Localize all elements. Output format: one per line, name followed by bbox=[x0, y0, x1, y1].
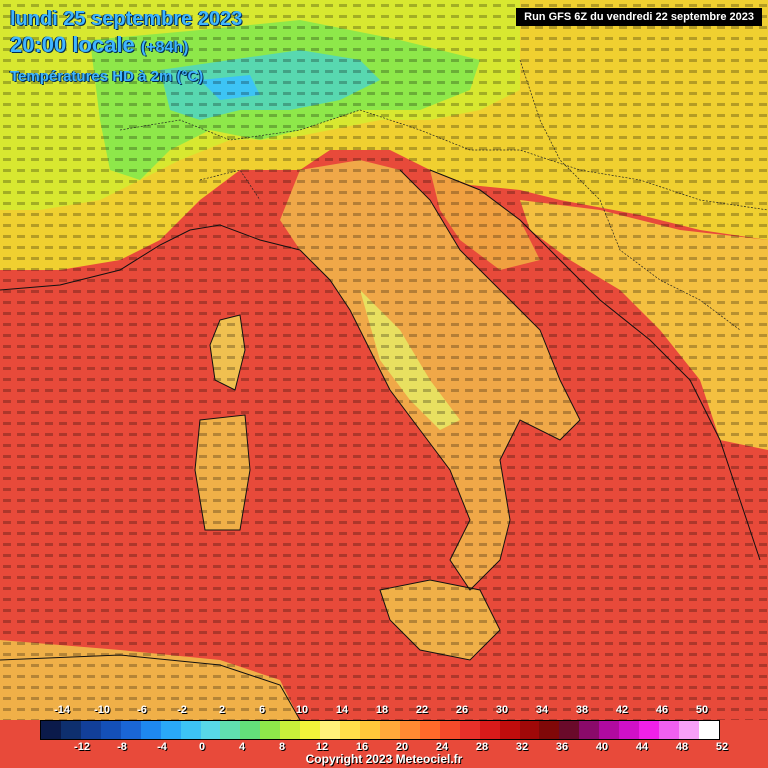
legend-tick-lower: 4 bbox=[238, 741, 246, 753]
legend-tick-upper: 50 bbox=[695, 704, 709, 716]
legend-tick-upper: 10 bbox=[295, 704, 309, 716]
legend-swatch bbox=[41, 721, 61, 739]
legend-tick-upper: -2 bbox=[177, 704, 187, 716]
legend-tick-lower: 32 bbox=[515, 741, 529, 753]
legend-tick-lower: 12 bbox=[315, 741, 329, 753]
legend-tick-lower: 40 bbox=[595, 741, 609, 753]
legend-tick-lower: 8 bbox=[278, 741, 286, 753]
forecast-offset: (+84h) bbox=[140, 39, 189, 56]
color-legend bbox=[40, 720, 720, 740]
legend-tick-upper: 14 bbox=[335, 704, 349, 716]
legend-swatch bbox=[300, 721, 321, 739]
legend-tick-upper: 18 bbox=[375, 704, 389, 716]
legend-tick-upper: -14 bbox=[54, 704, 70, 716]
map-date-title: lundi 25 septembre 2023 bbox=[10, 8, 243, 30]
legend-tick-upper: 46 bbox=[655, 704, 669, 716]
legend-tick-lower: 44 bbox=[635, 741, 649, 753]
legend-swatch bbox=[120, 721, 141, 739]
legend-tick-upper: -6 bbox=[137, 704, 147, 716]
legend-swatch bbox=[320, 721, 341, 739]
legend-tick-upper: 6 bbox=[258, 704, 266, 716]
legend-tick-upper: 42 bbox=[615, 704, 629, 716]
legend-swatch bbox=[379, 721, 400, 739]
legend-tick-lower: -8 bbox=[117, 741, 127, 753]
legend-swatch bbox=[459, 721, 480, 739]
legend-tick-lower: -12 bbox=[74, 741, 90, 753]
legend-tick-lower: 20 bbox=[395, 741, 409, 753]
legend-tick-lower: 16 bbox=[355, 741, 369, 753]
legend-swatch bbox=[519, 721, 540, 739]
legend-swatch bbox=[360, 721, 380, 739]
legend-swatch bbox=[579, 721, 600, 739]
legend-tick-upper: 38 bbox=[575, 704, 589, 716]
legend-swatch bbox=[160, 721, 181, 739]
legend-swatch bbox=[280, 721, 301, 739]
legend-tick-upper: 30 bbox=[495, 704, 509, 716]
legend-swatch bbox=[240, 721, 261, 739]
legend-swatch bbox=[220, 721, 241, 739]
legend-swatch bbox=[439, 721, 460, 739]
legend-swatch bbox=[659, 721, 679, 739]
run-label: Run GFS 6Z du vendredi 22 septembre 2023 bbox=[516, 8, 762, 26]
legend-tick-lower: 48 bbox=[675, 741, 689, 753]
legend-tick-lower: 28 bbox=[475, 741, 489, 753]
legend-tick-lower: 24 bbox=[435, 741, 449, 753]
legend-swatch bbox=[599, 721, 620, 739]
legend-tick-upper: 26 bbox=[455, 704, 469, 716]
copyright: Copyright 2023 Meteociel.fr bbox=[305, 752, 463, 766]
legend-tick-upper: 34 bbox=[535, 704, 549, 716]
legend-swatch bbox=[639, 721, 660, 739]
legend-swatch bbox=[619, 721, 640, 739]
local-time: 20:00 locale bbox=[10, 32, 135, 57]
map-time-title: 20:00 locale (+84h) bbox=[10, 32, 188, 58]
legend-tick-upper: 2 bbox=[218, 704, 226, 716]
legend-tick-lower: -4 bbox=[157, 741, 167, 753]
legend-tick-lower: 0 bbox=[198, 741, 206, 753]
variable-label: Températures HD à 2m (°C) bbox=[10, 68, 204, 85]
legend-swatch bbox=[80, 721, 101, 739]
legend-tick-lower: 36 bbox=[555, 741, 569, 753]
legend-swatch bbox=[340, 721, 360, 739]
legend-swatch bbox=[679, 721, 699, 739]
legend-swatch bbox=[60, 721, 81, 739]
legend-tick-upper: 22 bbox=[415, 704, 429, 716]
legend-swatch bbox=[399, 721, 420, 739]
legend-swatch bbox=[180, 721, 201, 739]
legend-swatch bbox=[539, 721, 560, 739]
legend-swatch bbox=[479, 721, 500, 739]
legend-swatch bbox=[260, 721, 281, 739]
legend-swatch bbox=[100, 721, 121, 739]
legend-swatch bbox=[419, 721, 440, 739]
legend-tick-lower: 52 bbox=[715, 741, 729, 753]
legend-tick-upper: -10 bbox=[94, 704, 110, 716]
legend-swatch bbox=[698, 721, 719, 739]
legend-swatch bbox=[140, 721, 161, 739]
legend-swatch bbox=[559, 721, 580, 739]
legend-swatch bbox=[499, 721, 520, 739]
legend-swatch bbox=[200, 721, 221, 739]
